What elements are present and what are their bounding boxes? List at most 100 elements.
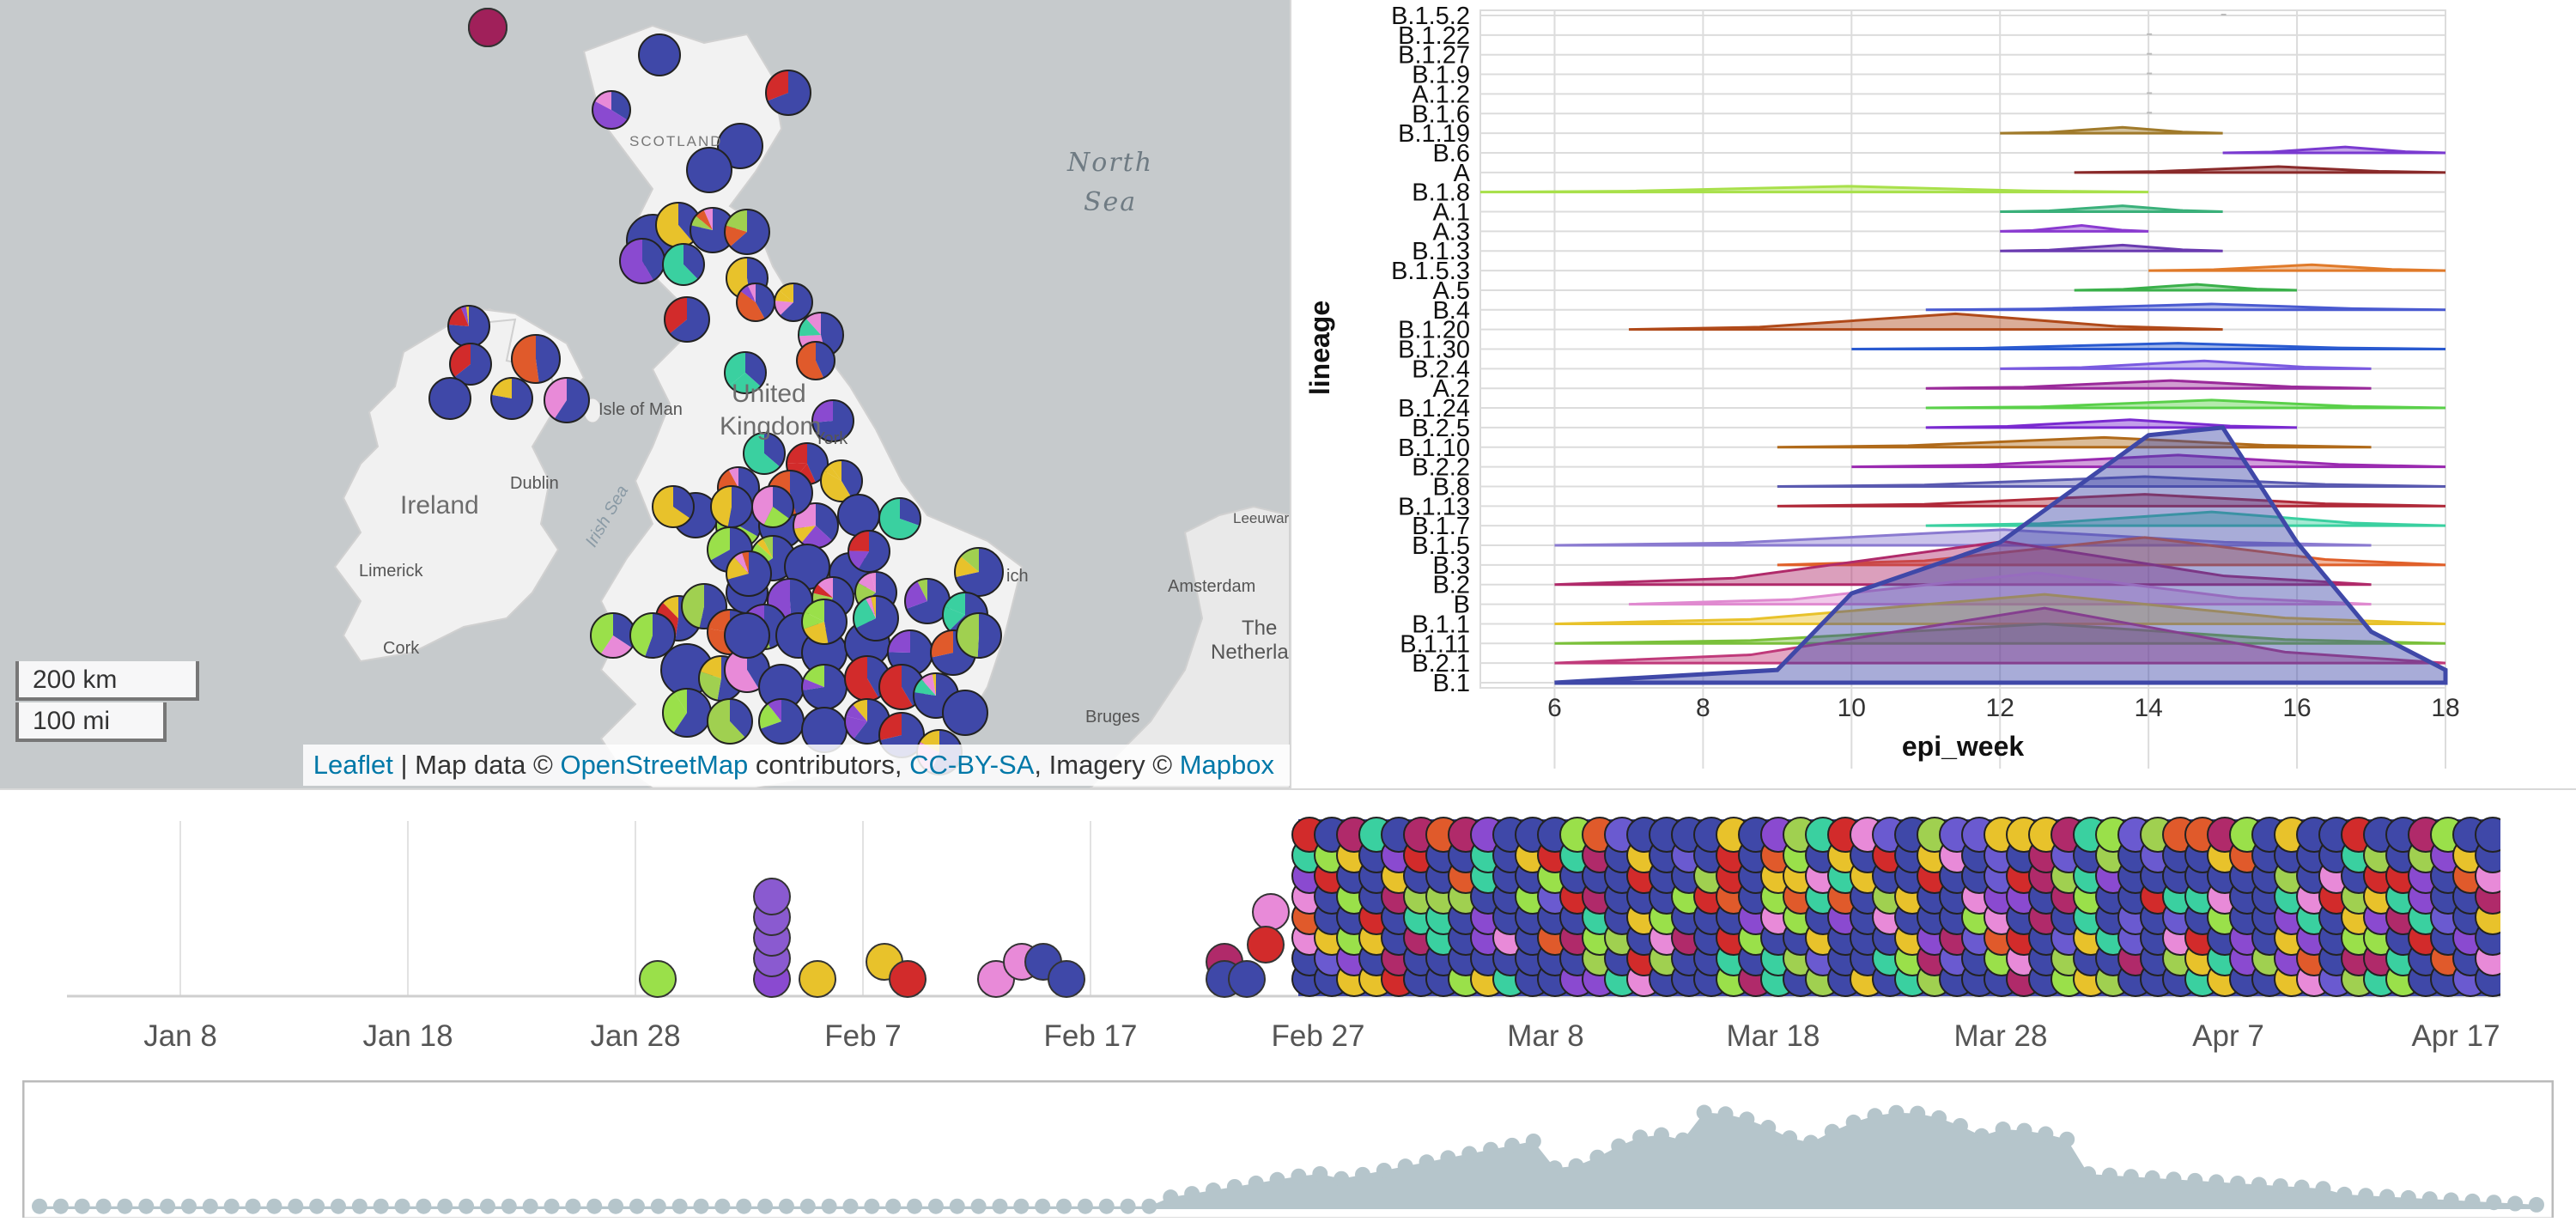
ridge-A[interactable] (2074, 165, 2446, 174)
ridge-B.2.2[interactable] (1851, 453, 2446, 469)
lineage-pie[interactable] (724, 351, 767, 394)
timeline-date-tick: Mar 28 (1954, 1019, 2048, 1053)
ridge-B.2.4[interactable] (2000, 359, 2372, 370)
pie-slice (879, 713, 902, 740)
ridge-B.1[interactable] (1554, 425, 2448, 685)
sample-dot[interactable] (1228, 960, 1266, 998)
ridge-B.2.5[interactable] (1925, 418, 2298, 429)
sample-dot[interactable] (889, 960, 927, 998)
lineage-pie[interactable] (447, 305, 490, 348)
ridge-B[interactable] (1628, 571, 2372, 606)
ridge-B.1.19[interactable] (2000, 125, 2223, 135)
ridge-B.1.3[interactable] (2000, 243, 2223, 252)
pie-slice (703, 208, 713, 230)
license-link[interactable]: CC-BY-SA (909, 750, 1035, 780)
lineage-pie[interactable] (837, 494, 880, 537)
time-brush[interactable] (21, 1079, 2555, 1220)
lineage-pie[interactable] (638, 33, 681, 76)
lineage-pie[interactable] (743, 432, 786, 475)
ridge-B.1.11[interactable] (1554, 622, 2446, 645)
lineage-pie[interactable] (954, 547, 1004, 597)
ridge-A.5[interactable] (2074, 283, 2298, 292)
lineage-pie[interactable] (664, 296, 710, 343)
leaflet-link[interactable]: Leaflet (313, 750, 393, 780)
ridge-B.1.24[interactable] (1925, 398, 2446, 410)
lineage-pie[interactable] (801, 664, 848, 710)
ridge-A.2[interactable] (1925, 379, 2372, 390)
lineage-pie[interactable] (724, 612, 770, 659)
lineage-pie[interactable] (942, 690, 988, 736)
ridge-B.4[interactable] (1925, 302, 2446, 312)
lineage-pie[interactable] (662, 688, 712, 738)
ridge-B.1.5.3[interactable] (2148, 263, 2446, 272)
lineage-pie[interactable] (619, 238, 665, 284)
lineage-pie[interactable] (449, 343, 492, 386)
ridge-B.1.20[interactable] (1628, 312, 2223, 331)
sample-dot[interactable] (799, 960, 836, 998)
lineage-pie[interactable] (629, 612, 676, 659)
lineage-pie[interactable] (758, 698, 805, 745)
ridge-B.2[interactable] (1554, 539, 2372, 587)
lineage-pie[interactable] (468, 8, 507, 47)
lineage-pie[interactable] (428, 377, 471, 420)
ridge-B.1.30[interactable] (1851, 342, 2446, 350)
dense-sample-block[interactable] (1291, 817, 2511, 997)
lineage-pie[interactable] (724, 209, 770, 255)
ridge-B.2.1[interactable] (1554, 606, 2446, 665)
lineage-pie[interactable] (904, 578, 951, 624)
mapbox-link[interactable]: Mapbox (1179, 750, 1274, 780)
lineage-pie[interactable] (765, 70, 811, 116)
ridge-B.6[interactable] (2222, 145, 2446, 155)
pie-outline (801, 599, 848, 645)
ridge-B.8[interactable] (1777, 475, 2446, 488)
lineage-pie[interactable] (796, 341, 835, 380)
lineage-pie[interactable] (592, 90, 631, 130)
lineage-pie[interactable] (717, 123, 763, 169)
brush-point (2464, 1193, 2481, 1209)
lineage-pie[interactable] (820, 459, 863, 502)
pie-slice (645, 613, 676, 659)
sample-dot[interactable] (639, 960, 677, 998)
timeline-date-tick: Feb 17 (1044, 1019, 1138, 1053)
norwich-label: ich (1006, 567, 1029, 586)
sample-timeline[interactable]: Jan 8 Jan 18 Jan 28 Feb 7 Feb 17 Feb 27 Mar 8 M… (0, 790, 2576, 1082)
lineage-pie[interactable] (690, 207, 736, 253)
pie-slice (725, 352, 745, 386)
ridge-A.3[interactable] (2000, 224, 2149, 233)
ridge-B.3[interactable] (1777, 536, 2446, 567)
sample-dot[interactable] (1252, 893, 1290, 931)
ridge-A.1[interactable] (2000, 204, 2223, 214)
ridge-B.1.13[interactable] (1777, 493, 2446, 508)
lineage-pie[interactable] (662, 243, 705, 286)
lineage-pie[interactable] (490, 377, 533, 420)
brush-point (1206, 1182, 1222, 1199)
pie-slice (726, 210, 747, 232)
lineage-pie[interactable] (707, 698, 753, 745)
lineage-pie[interactable] (853, 595, 899, 641)
brush-point (586, 1198, 603, 1214)
lineage-pie[interactable] (726, 550, 772, 597)
sample-dot[interactable] (1247, 926, 1285, 964)
lineage-pie[interactable] (878, 497, 921, 540)
lineage-pie[interactable] (801, 599, 848, 645)
lineage-pie[interactable] (811, 399, 854, 442)
lineage-pie[interactable] (544, 377, 590, 423)
pie-slice (854, 582, 876, 606)
lineage-pie[interactable] (686, 147, 732, 193)
sample-dot[interactable] (1048, 960, 1085, 998)
lineage-pie[interactable] (956, 612, 1002, 659)
lineage-pie[interactable] (736, 283, 775, 322)
lineage-pie[interactable] (774, 283, 813, 322)
lineage-pie[interactable] (590, 612, 636, 659)
lineage-map[interactable]: North Sea SCOTLAND United Kingdom Irelan… (0, 0, 1290, 788)
lineage-pie[interactable] (652, 485, 695, 528)
lineage-pie[interactable] (751, 485, 794, 528)
ridge-B.1.1[interactable] (1554, 593, 2446, 625)
lineage-pie[interactable] (511, 334, 561, 384)
ridge-B.1.10[interactable] (1777, 435, 2372, 449)
lineage-pie[interactable] (710, 485, 753, 528)
sample-dot[interactable] (753, 878, 791, 915)
osm-link[interactable]: OpenStreetMap (560, 750, 749, 780)
lineage-pie[interactable] (848, 530, 890, 573)
ridge-B.1.8[interactable] (1479, 185, 2149, 194)
